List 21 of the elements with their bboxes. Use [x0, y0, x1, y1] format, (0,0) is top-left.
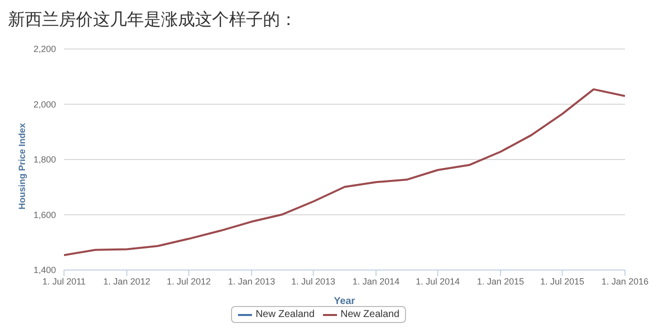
- y-tick-label: 2,000: [33, 99, 56, 110]
- y-tick-label: 1,400: [33, 265, 56, 276]
- y-axis-title: Housing Price Index: [17, 122, 28, 210]
- y-tick-label: 2,200: [33, 44, 56, 54]
- y-tick-label: 1,600: [33, 210, 56, 220]
- x-tick-label: 1. Jan 2014: [352, 276, 400, 286]
- chart-title: 新西兰房价这几年是涨成这个样子的：: [8, 9, 298, 31]
- x-tick-label: 1. Jan 2012: [103, 276, 150, 286]
- legend-label: New Zealand: [340, 309, 400, 320]
- x-tick-label: 1. Jul 2013: [291, 276, 336, 286]
- x-tick-label: 1. Jan 2015: [477, 276, 524, 286]
- x-tick-label: 1. Jan 2016: [601, 276, 649, 286]
- y-tick-label: 1,800: [33, 154, 56, 165]
- legend-label: New Zealand: [254, 309, 314, 320]
- x-tick-label: 1. Jul 2015: [540, 276, 584, 286]
- x-tick-label: 1. Jul 2012: [166, 276, 211, 286]
- x-tick-label: 1. Jul 2011: [42, 276, 86, 286]
- x-tick-label: 1. Jul 2014: [416, 276, 460, 286]
- line-series: [64, 88, 625, 256]
- x-axis-title: Year: [334, 296, 356, 307]
- x-tick-label: 1. Jan 2013: [228, 276, 276, 286]
